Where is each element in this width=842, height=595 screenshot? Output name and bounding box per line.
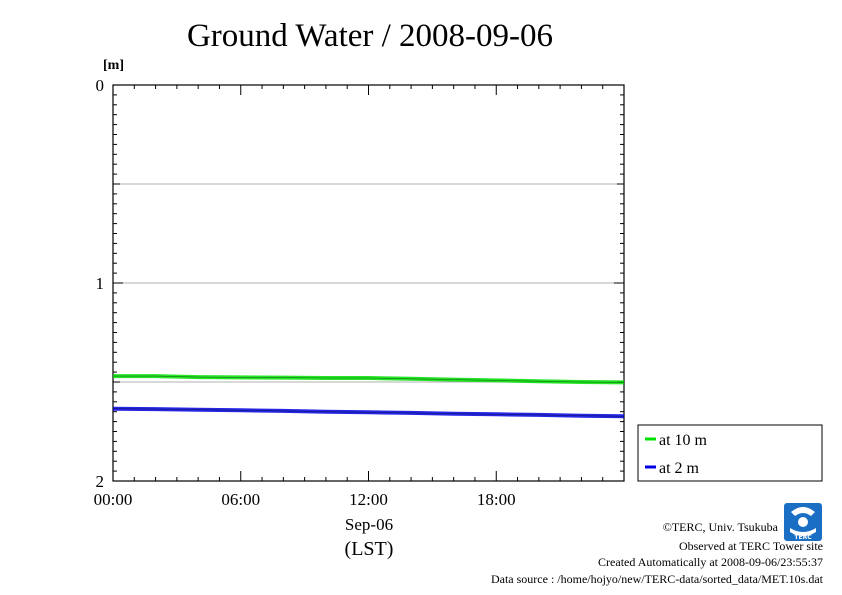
axis-ticks — [112, 84, 625, 482]
x-tick-labels: 00:00 06:00 12:00 18:00 — [94, 490, 516, 509]
y-unit-label: [m] — [103, 58, 124, 73]
legend-label: at 10 m — [659, 432, 708, 449]
series-lines — [112, 374, 625, 419]
chart-title: Ground Water / 2008-09-06 — [187, 18, 553, 54]
data-source-text: Data source : /home/hojyo/new/TERC-data/… — [491, 572, 824, 586]
logo-text: TERC — [794, 534, 812, 541]
legend: at 10 m at 2 m — [645, 432, 708, 477]
y-tick-label: 2 — [96, 472, 105, 491]
x-tick-label: 18:00 — [477, 490, 516, 509]
x-tick-label: 12:00 — [349, 490, 388, 509]
observed-site-text: Observed at TERC Tower site — [679, 539, 823, 553]
x-tick-label: 00:00 — [94, 490, 133, 509]
terc-logo: TERC — [784, 503, 822, 541]
x-date-label: Sep-06 — [345, 515, 393, 534]
y-tick-label: 1 — [96, 274, 105, 293]
legend-label: at 2 m — [659, 460, 700, 477]
y-tick-label: 0 — [96, 76, 105, 95]
series-line-core — [113, 375, 625, 383]
x-tick-label: 06:00 — [221, 490, 260, 509]
series-line-core — [112, 408, 625, 417]
y-tick-labels: 0 1 2 — [96, 76, 105, 491]
x-timezone-label: (LST) — [345, 538, 394, 560]
legend-box — [637, 424, 823, 482]
copyright-text: ©TERC, Univ. Tsukuba — [663, 520, 779, 534]
created-text: Created Automatically at 2008-09-06/23:5… — [598, 555, 823, 569]
